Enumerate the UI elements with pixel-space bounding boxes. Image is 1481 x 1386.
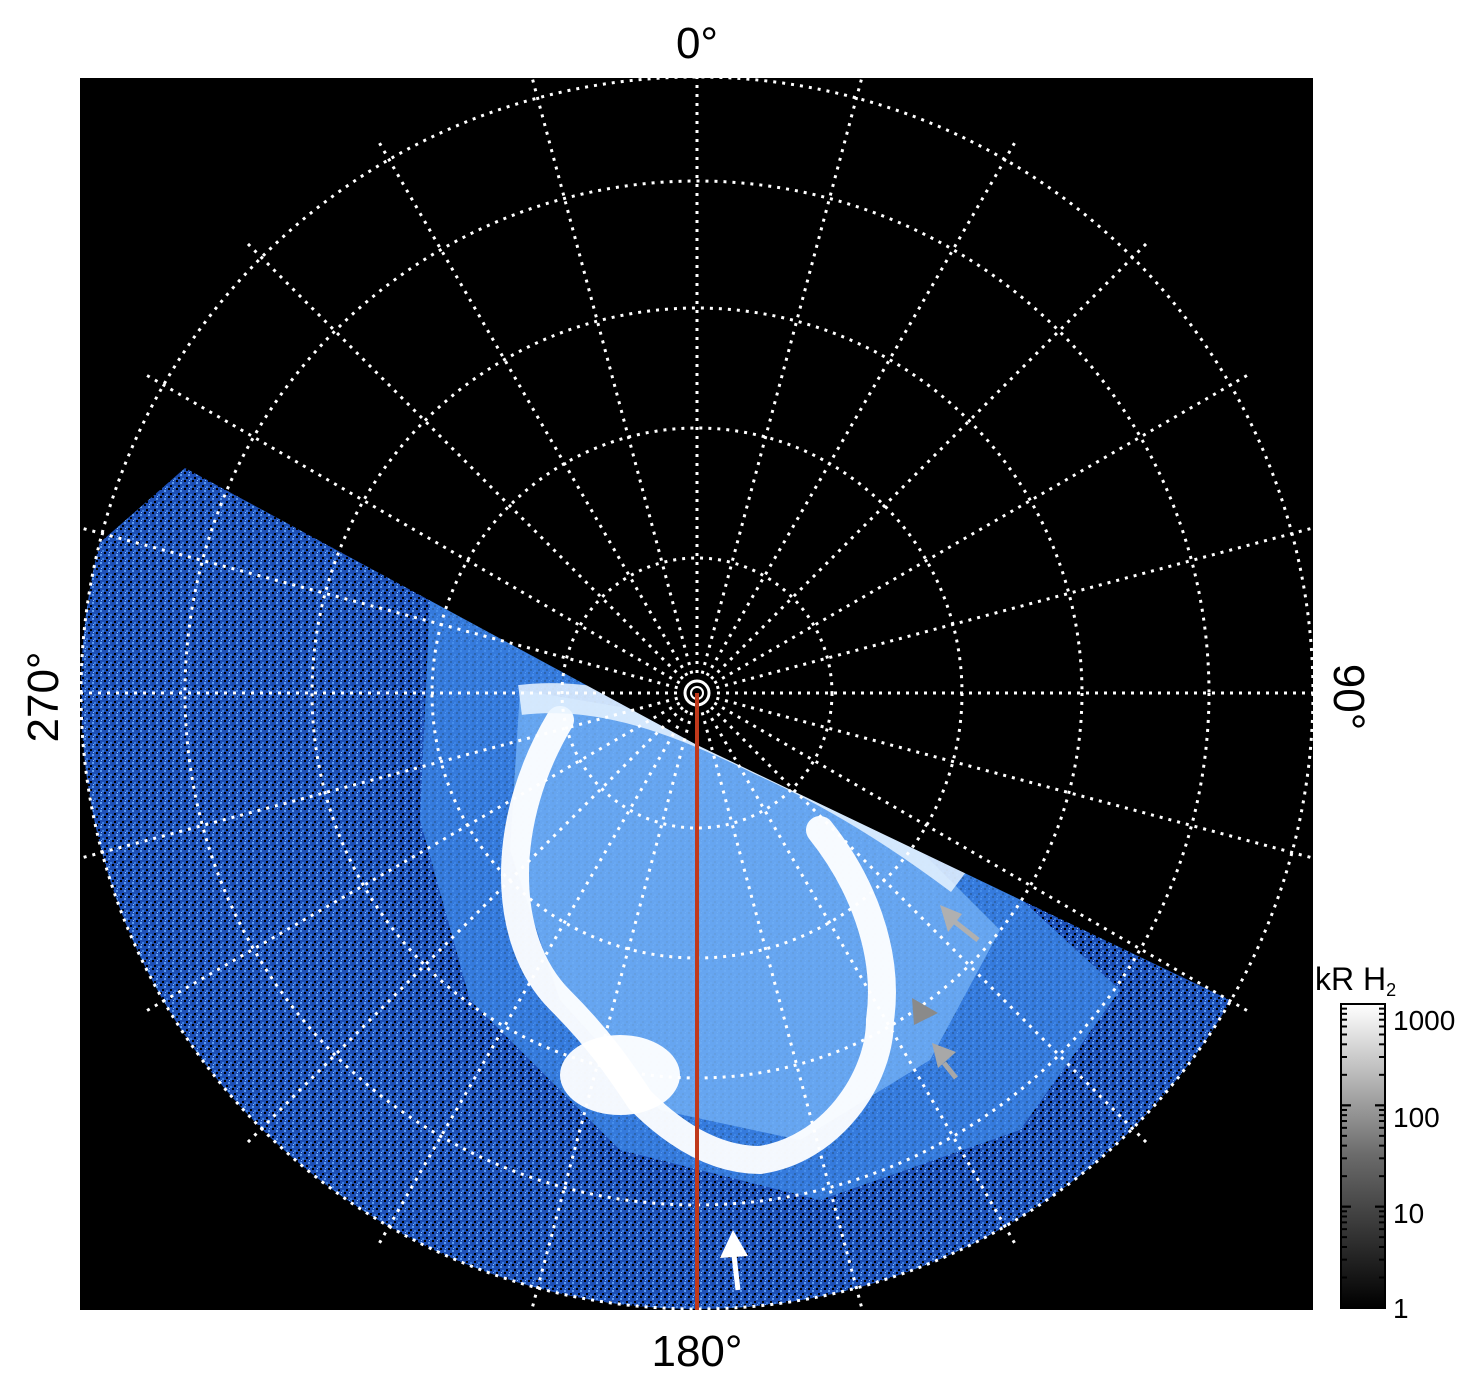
- latitude-circle: [183, 179, 1211, 1207]
- colorbar-tick-label: 100: [1393, 1102, 1440, 1133]
- main-auroral-oval: [501, 706, 896, 1175]
- label-left-270deg: 270°: [19, 651, 68, 742]
- colorbar-tick-label: 1: [1393, 1293, 1409, 1324]
- colorbar-gradient: [1340, 1003, 1386, 1309]
- bright-spot: [560, 1035, 680, 1115]
- colorbar: kR H2 1000 100 10 1: [1315, 961, 1455, 1324]
- colorbar-tick-label: 1000: [1393, 1005, 1455, 1036]
- dark-hemisphere: [81, 78, 1313, 1000]
- grey-arrowhead-middle: [912, 998, 938, 1025]
- colorbar-tick-label: 10: [1393, 1198, 1424, 1229]
- label-top-0deg: 0°: [676, 19, 718, 68]
- label-bottom-180deg: 180°: [651, 1327, 742, 1376]
- grey-arrow-lower: [932, 1043, 958, 1080]
- white-arrow: [720, 1230, 748, 1291]
- label-right-90deg: 90°: [1324, 664, 1373, 731]
- latitude-circle: [560, 556, 834, 830]
- grey-arrow-upper: [940, 905, 980, 942]
- colorbar-unit-label: kR H2: [1315, 961, 1396, 1000]
- colorbar-ticks: [1341, 1003, 1385, 1309]
